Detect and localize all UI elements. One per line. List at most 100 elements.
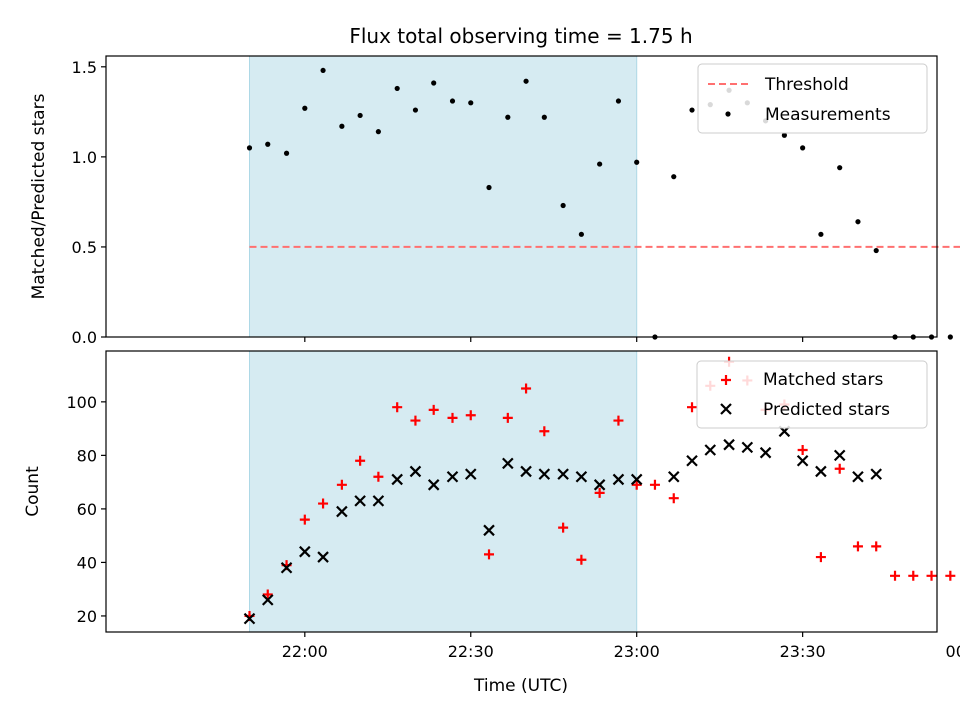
top-panel: 0.0 0.5 1.0 1.5 Matched/Predicted stars Thres… xyxy=(29,55,960,347)
measurement-point xyxy=(947,334,953,340)
measurement-point xyxy=(320,67,326,74)
predicted-stars-point xyxy=(630,473,643,486)
measurement-point xyxy=(597,161,603,167)
y-tick-label: 80 xyxy=(77,446,97,465)
measurement-point xyxy=(560,202,566,209)
matched-stars-point xyxy=(484,549,495,560)
legend-predicted-swatch xyxy=(720,403,732,415)
measurement-point xyxy=(283,150,290,156)
measurement-point xyxy=(505,114,511,120)
predicted-stars-point xyxy=(870,468,882,480)
matched-stars-point xyxy=(373,471,384,482)
matched-stars-point xyxy=(447,412,458,423)
predicted-stars-point xyxy=(502,457,514,470)
matched-stars-point xyxy=(687,402,698,413)
x-axis-label: Time (UTC) xyxy=(473,676,568,696)
measurement-point xyxy=(781,132,787,138)
measurement-point xyxy=(541,114,547,120)
legend-threshold-label: Threshold xyxy=(764,75,849,95)
measurement-point xyxy=(339,123,345,129)
legend-measurements-label: Measurements xyxy=(765,105,891,125)
predicted-stars-point xyxy=(557,468,569,480)
predicted-stars-point xyxy=(391,473,403,486)
predicted-stars-point xyxy=(446,471,459,483)
measurement-point xyxy=(486,184,492,191)
matched-stars-point xyxy=(336,479,347,490)
measurement-point xyxy=(394,85,400,92)
predicted-stars-point xyxy=(612,473,625,486)
matched-stars-point xyxy=(890,570,901,581)
matched-stars-point xyxy=(852,541,863,552)
predicted-stars-point xyxy=(243,612,256,625)
predicted-stars-point xyxy=(741,441,754,454)
matched-stars-point xyxy=(410,415,421,426)
matched-stars-point xyxy=(613,415,624,426)
measurement-point xyxy=(449,98,456,104)
matched-stars-point xyxy=(392,402,403,413)
predicted-stars-point xyxy=(759,446,772,459)
matched-stars-point xyxy=(908,570,919,581)
matched-stars-point xyxy=(834,463,845,474)
series-predicted-stars xyxy=(243,425,882,625)
predicted-stars-point xyxy=(796,454,809,467)
predicted-stars-point xyxy=(464,468,477,480)
matched-stars-point xyxy=(815,552,826,563)
measurement-point xyxy=(302,105,308,111)
y-tick-label: 1.5 xyxy=(72,58,97,77)
x-tick-label: 00:00 xyxy=(946,642,960,661)
measurement-point xyxy=(412,107,419,113)
predicted-stars-point xyxy=(815,465,827,478)
predicted-stars-point xyxy=(538,468,551,480)
bottom-panel: 2040608010022:0022:3023:0023:3000:0000:3… xyxy=(23,350,960,661)
axes-frame xyxy=(105,55,938,338)
y-axis-label: Count xyxy=(23,466,43,517)
matched-stars-point xyxy=(318,498,329,509)
y-axis-label: Matched/Predicted stars xyxy=(29,93,49,299)
measurement-point xyxy=(800,145,806,151)
measurement-point xyxy=(265,141,271,147)
predicted-stars-point xyxy=(409,465,422,478)
measurement-point xyxy=(689,107,695,113)
measurement-point xyxy=(671,174,677,180)
measurement-point xyxy=(615,98,622,104)
observing-window-shade xyxy=(249,55,638,338)
matched-stars-point xyxy=(299,514,310,525)
predicted-stars-point xyxy=(427,479,440,491)
legend-matched-label: Matched stars xyxy=(763,370,883,390)
measurement-point xyxy=(634,159,640,165)
matched-stars-point xyxy=(668,493,679,504)
legend-matched-swatch xyxy=(721,375,731,385)
y-tick-label: 40 xyxy=(77,553,97,572)
matched-stars-point xyxy=(521,383,532,394)
matched-stars-point xyxy=(649,479,660,490)
predicted-stars-point xyxy=(354,495,366,507)
matched-stars-point xyxy=(262,589,273,600)
matched-stars-point xyxy=(465,410,476,421)
measurement-point xyxy=(523,78,529,84)
matched-stars-point xyxy=(594,487,605,498)
predicted-stars-point xyxy=(852,471,864,483)
measurement-point xyxy=(818,231,824,237)
axes-frame xyxy=(105,350,938,633)
y-tick-label: 100 xyxy=(66,393,97,412)
measurement-point xyxy=(578,231,584,237)
legend-box xyxy=(697,63,928,134)
y-tick-label: 1.0 xyxy=(72,148,97,167)
x-tick-label: 22:30 xyxy=(448,642,494,661)
matched-stars-point xyxy=(539,426,550,437)
matched-stars-point xyxy=(871,541,882,552)
legend: Matched stars Predicted stars xyxy=(696,360,928,429)
y-tick-label: 60 xyxy=(77,500,97,519)
predicted-stars-point xyxy=(520,465,532,478)
observing-window-shade xyxy=(249,350,638,633)
measurement-point xyxy=(246,145,253,151)
matched-stars-point xyxy=(945,570,956,581)
matched-stars-point xyxy=(631,479,642,490)
predicted-stars-point xyxy=(593,479,606,491)
legend-measurements-swatch xyxy=(725,111,731,117)
matched-stars-point xyxy=(926,570,937,581)
measurement-point xyxy=(357,112,363,119)
predicted-stars-point xyxy=(372,495,385,507)
predicted-stars-point xyxy=(686,454,698,467)
